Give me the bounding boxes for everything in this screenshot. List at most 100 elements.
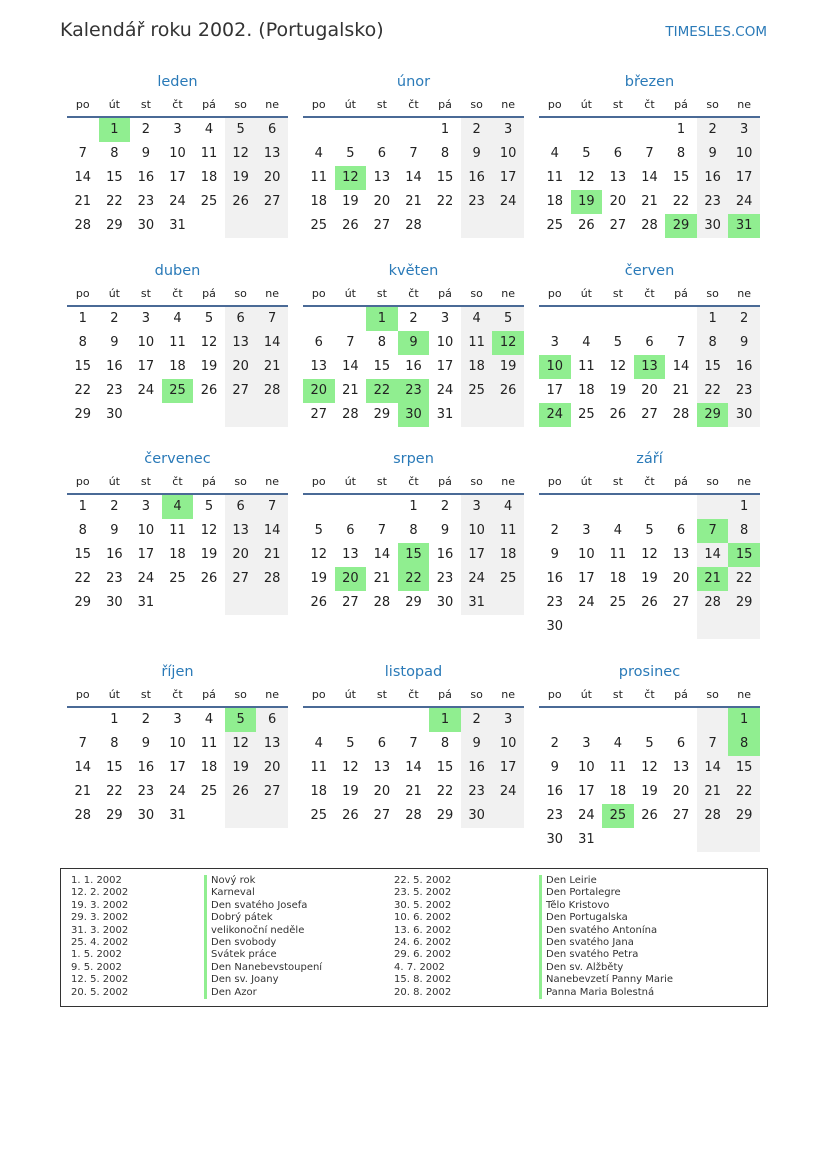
- day[interactable]: 23: [106, 383, 123, 398]
- day[interactable]: 18: [200, 760, 218, 775]
- day[interactable]: 15: [373, 359, 391, 374]
- day[interactable]: 22: [106, 194, 123, 209]
- day[interactable]: 20: [672, 784, 690, 799]
- day[interactable]: 23: [696, 190, 729, 214]
- day[interactable]: 6: [377, 736, 387, 751]
- day[interactable]: 23: [137, 784, 155, 799]
- day[interactable]: 26: [641, 595, 658, 610]
- day[interactable]: 1: [676, 122, 686, 137]
- day[interactable]: 22: [672, 194, 690, 209]
- day[interactable]: 25: [310, 218, 328, 233]
- day[interactable]: 31: [169, 808, 186, 823]
- day[interactable]: 24: [169, 194, 186, 209]
- day[interactable]: 8: [440, 736, 450, 751]
- day[interactable]: 2: [110, 311, 119, 326]
- holiday-day[interactable]: 15: [397, 543, 430, 567]
- day[interactable]: 14: [256, 519, 288, 543]
- day[interactable]: 6: [377, 146, 387, 161]
- day[interactable]: 31: [137, 595, 155, 610]
- day[interactable]: 7: [78, 146, 87, 161]
- day[interactable]: 25: [578, 407, 595, 422]
- day[interactable]: 22: [106, 784, 123, 799]
- day[interactable]: 9: [550, 760, 559, 775]
- day[interactable]: 5: [645, 736, 654, 751]
- day[interactable]: 4: [492, 495, 524, 519]
- day[interactable]: 10: [137, 335, 155, 350]
- day[interactable]: 14: [405, 170, 422, 185]
- day[interactable]: 25: [609, 595, 627, 610]
- day[interactable]: 6: [645, 335, 654, 350]
- day[interactable]: 17: [169, 760, 186, 775]
- day[interactable]: 28: [696, 804, 729, 828]
- day[interactable]: 2: [440, 499, 450, 514]
- day[interactable]: 22: [74, 383, 92, 398]
- holiday-day[interactable]: 12: [334, 166, 367, 190]
- day[interactable]: 14: [696, 543, 729, 567]
- day[interactable]: 22: [728, 780, 760, 804]
- day[interactable]: 3: [141, 311, 151, 326]
- day[interactable]: 17: [169, 170, 186, 185]
- day[interactable]: 26: [224, 190, 257, 214]
- day[interactable]: 30: [546, 832, 564, 847]
- day[interactable]: 27: [672, 808, 690, 823]
- day[interactable]: 8: [409, 523, 418, 538]
- day[interactable]: 15: [74, 547, 92, 562]
- day[interactable]: 12: [224, 732, 257, 756]
- day[interactable]: 21: [373, 571, 391, 586]
- day[interactable]: 4: [314, 736, 323, 751]
- day[interactable]: 21: [672, 383, 690, 398]
- day[interactable]: 28: [672, 407, 690, 422]
- day[interactable]: 13: [672, 760, 690, 775]
- day[interactable]: 26: [342, 808, 359, 823]
- day[interactable]: 11: [310, 170, 328, 185]
- day[interactable]: 6: [224, 307, 257, 331]
- day[interactable]: 26: [492, 379, 524, 403]
- day[interactable]: 17: [492, 756, 524, 780]
- day[interactable]: 12: [641, 547, 658, 562]
- day[interactable]: 17: [546, 383, 564, 398]
- day[interactable]: 20: [373, 784, 391, 799]
- day[interactable]: 13: [609, 170, 627, 185]
- day[interactable]: 2: [141, 122, 151, 137]
- day[interactable]: 28: [641, 218, 658, 233]
- holiday-day[interactable]: 12: [492, 331, 524, 355]
- day[interactable]: 18: [200, 170, 218, 185]
- day[interactable]: 12: [224, 142, 257, 166]
- day[interactable]: 3: [141, 499, 151, 514]
- day[interactable]: 17: [578, 784, 595, 799]
- day[interactable]: 3: [492, 708, 524, 732]
- day[interactable]: 17: [492, 166, 524, 190]
- day[interactable]: 1: [110, 712, 119, 727]
- holiday-day[interactable]: 15: [728, 543, 760, 567]
- day[interactable]: 24: [492, 780, 524, 804]
- day[interactable]: 25: [310, 808, 328, 823]
- day[interactable]: 25: [169, 571, 186, 586]
- day[interactable]: 19: [200, 359, 218, 374]
- day[interactable]: 3: [440, 311, 450, 326]
- day[interactable]: 23: [728, 379, 760, 403]
- day[interactable]: 24: [436, 383, 454, 398]
- holiday-day[interactable]: 21: [696, 567, 729, 591]
- holiday-day[interactable]: 5: [224, 708, 257, 732]
- day[interactable]: 11: [578, 359, 595, 374]
- day[interactable]: 27: [373, 218, 391, 233]
- day[interactable]: 27: [256, 780, 288, 804]
- day[interactable]: 7: [409, 736, 418, 751]
- day[interactable]: 29: [74, 595, 92, 610]
- day[interactable]: 19: [609, 383, 627, 398]
- day[interactable]: 27: [342, 595, 359, 610]
- day[interactable]: 5: [346, 146, 355, 161]
- day[interactable]: 13: [224, 331, 257, 355]
- day[interactable]: 22: [436, 194, 454, 209]
- holiday-day[interactable]: 19: [570, 190, 603, 214]
- day[interactable]: 28: [74, 808, 92, 823]
- holiday-day[interactable]: 7: [696, 519, 729, 543]
- day[interactable]: 2: [696, 118, 729, 142]
- day[interactable]: 13: [373, 170, 391, 185]
- day[interactable]: 4: [550, 146, 559, 161]
- day[interactable]: 30: [546, 619, 564, 634]
- day[interactable]: 3: [728, 118, 760, 142]
- day[interactable]: 17: [728, 166, 760, 190]
- day[interactable]: 30: [696, 214, 729, 238]
- holiday-day[interactable]: 1: [98, 118, 131, 142]
